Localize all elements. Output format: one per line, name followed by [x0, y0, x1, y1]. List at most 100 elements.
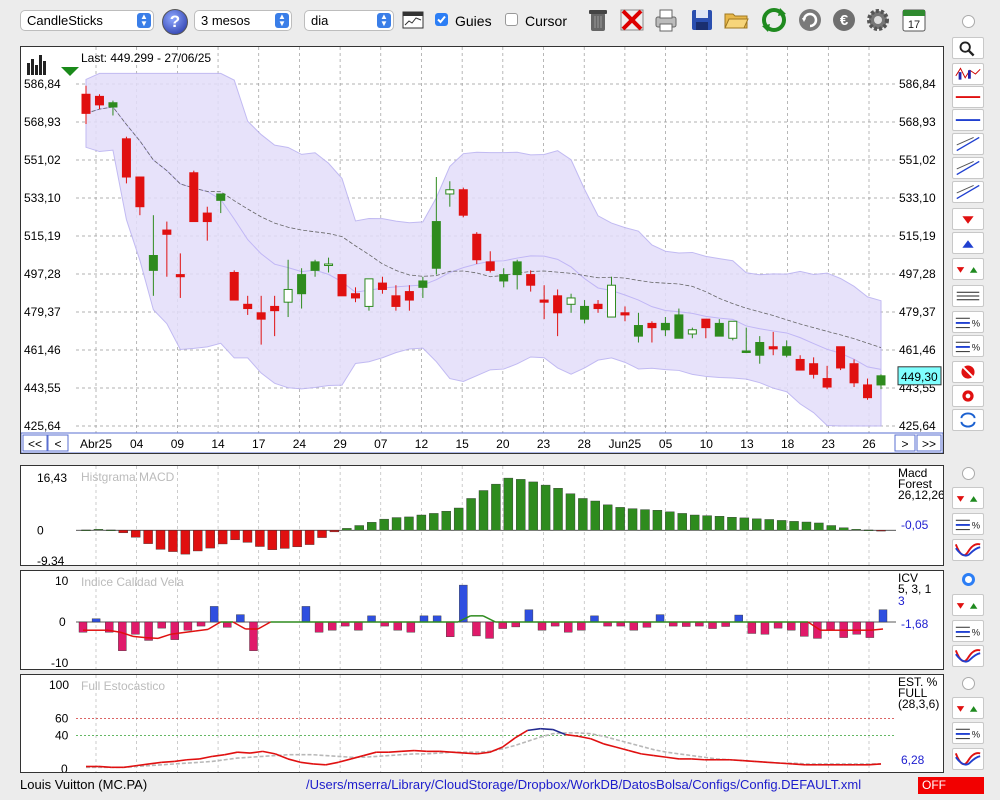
icv-bar	[446, 621, 455, 637]
macd-curve-icon[interactable]	[952, 539, 984, 561]
nav-next-button[interactable]	[894, 434, 916, 452]
stoch-arrows-icon[interactable]	[952, 697, 984, 719]
stoch-k-segment	[489, 746, 503, 753]
candle-body	[391, 295, 401, 307]
stop-icon[interactable]	[952, 361, 984, 383]
reload-icon[interactable]	[796, 6, 824, 34]
candle-body	[526, 274, 536, 286]
stoch-k-segment	[98, 765, 112, 769]
stoch-arrows-icon-glyph	[956, 706, 978, 712]
candle	[768, 331, 778, 356]
horizontal-line-blue-icon[interactable]	[952, 109, 984, 131]
stoch-panel[interactable]: 100 60 40 0 Full Estocastico EST. % FULL (28,3,…	[20, 674, 944, 773]
stoch-k-segment	[868, 763, 882, 766]
open-folder-icon[interactable]	[722, 6, 750, 34]
save-icon[interactable]	[688, 6, 716, 34]
candle	[175, 253, 185, 298]
calendar-icon[interactable]: 17	[900, 6, 928, 34]
help-button[interactable]: ?	[162, 9, 188, 35]
macd-bar	[789, 521, 799, 531]
last-price-label: Last: 449.299 - 27/06/25	[81, 51, 212, 65]
candle-body	[108, 102, 118, 108]
percent-range-icon[interactable]: %	[952, 311, 984, 333]
macd-bar	[814, 522, 824, 531]
zoom-icon[interactable]	[952, 37, 984, 59]
candle-body	[566, 297, 576, 305]
macd-bar	[118, 530, 128, 534]
stoch-panel-radio[interactable]	[962, 677, 975, 690]
arrow-down-icon[interactable]	[952, 208, 984, 230]
add-arrows-icon[interactable]	[952, 258, 984, 280]
macd-panel-radio[interactable]	[962, 467, 975, 480]
print-icon[interactable]	[652, 6, 680, 34]
macd-bar	[677, 513, 687, 531]
arrow-up-icon[interactable]	[952, 232, 984, 254]
candle-body	[714, 322, 724, 337]
stoch-percent-icon[interactable]: %	[952, 722, 984, 744]
icv-signal-segment	[132, 635, 146, 639]
candle	[108, 100, 118, 116]
chart-type-select[interactable]: CandleSticks ▲ ▼	[20, 10, 154, 31]
fibonacci-icon[interactable]	[952, 181, 984, 203]
nav-last-button[interactable]	[916, 434, 942, 452]
candle-body	[404, 291, 414, 301]
record-icon[interactable]	[952, 385, 984, 407]
swap-icon[interactable]	[952, 409, 984, 431]
horizontal-line-red-icon[interactable]	[952, 86, 984, 108]
trend-line-icon[interactable]	[952, 133, 984, 155]
delete-icon[interactable]	[618, 6, 646, 34]
stoch-k-segment	[212, 753, 225, 758]
config-path-link[interactable]: /Users/mserra/Library/CloudStorage/Dropb…	[306, 777, 862, 792]
nav-first-button[interactable]	[22, 434, 48, 452]
legend-line: Macd	[898, 466, 927, 480]
icv-panel-radio[interactable]	[962, 573, 975, 586]
macd-bar	[242, 530, 253, 543]
price-panel-radio[interactable]	[962, 15, 975, 28]
x-tick: 15	[455, 437, 469, 451]
candle	[620, 306, 630, 322]
mode-toggle-button[interactable]: OFF	[918, 777, 984, 794]
macd-arrows-icon[interactable]	[952, 487, 984, 509]
candle	[337, 274, 347, 297]
icv-bar	[393, 621, 402, 631]
icv-curve-icon[interactable]	[952, 645, 984, 667]
candle-body	[202, 212, 212, 223]
candle-body	[620, 312, 630, 316]
settings-icon[interactable]	[864, 6, 892, 34]
guides-checkbox[interactable]	[435, 13, 448, 26]
icv-arrows-icon[interactable]	[952, 594, 984, 616]
cursor-checkbox[interactable]	[505, 13, 518, 26]
refresh-icon[interactable]	[760, 6, 788, 34]
parallel-lines-icon[interactable]	[952, 157, 984, 179]
stoch-k-segment	[666, 756, 680, 760]
icv-bar	[367, 615, 376, 623]
icv-bar	[773, 621, 783, 629]
macd-percent-icon[interactable]: %	[952, 513, 984, 535]
candle-chart-icon[interactable]	[952, 63, 984, 85]
candle-body	[243, 303, 253, 310]
stoch-curve-icon[interactable]	[952, 748, 984, 770]
icv-bar	[642, 621, 652, 628]
icv-panel[interactable]: 10 0 -10 Indice Calidad Vela ICV 5, 3, 1 3 -1,6…	[20, 570, 944, 670]
icv-percent-icon[interactable]: %	[952, 620, 984, 642]
legend-line: 26,12,26	[898, 488, 943, 502]
nav-prev-button[interactable]	[47, 434, 69, 452]
multi-line-icon[interactable]	[952, 285, 984, 307]
percent-lines-icon[interactable]: %	[952, 335, 984, 357]
currency-icon[interactable]: €	[830, 6, 858, 34]
current-price-label: 449,30	[901, 370, 938, 384]
macd-bar	[752, 518, 762, 531]
candle-body	[553, 295, 563, 314]
moving-average	[85, 106, 882, 349]
macd-bar	[615, 507, 625, 531]
x-tick: 20	[496, 437, 510, 451]
period-select[interactable]: 3 mesos ▲ ▼	[194, 10, 292, 31]
trash-icon[interactable]	[584, 6, 612, 34]
macd-bar	[839, 527, 849, 531]
interval-select[interactable]: dia ▲ ▼	[304, 10, 394, 31]
candle-body	[310, 261, 320, 271]
x-tick: Jun25	[609, 437, 642, 451]
grid-window-icon[interactable]	[402, 9, 424, 31]
macd-panel[interactable]: 16,43 0 -9,34 Histgrama MACD Macd Forest 26,12…	[20, 465, 944, 566]
price-chart-panel[interactable]: 586,84 586,84 568,93 568,93 551,02 551,02 533,…	[20, 46, 944, 454]
